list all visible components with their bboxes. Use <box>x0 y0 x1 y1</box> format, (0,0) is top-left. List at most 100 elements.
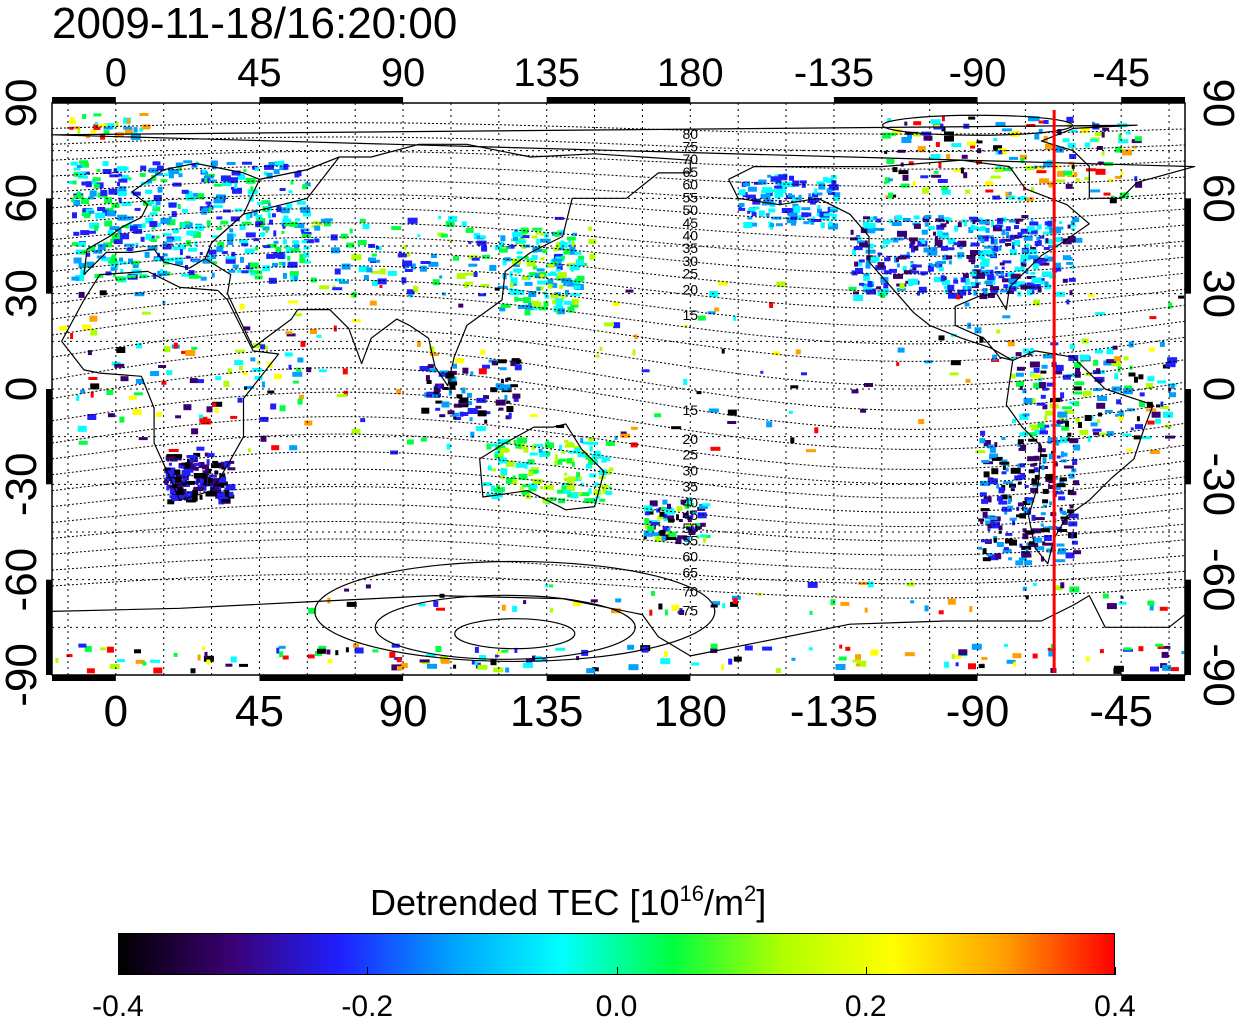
tec-patch <box>171 211 177 218</box>
tec-patch <box>408 293 412 297</box>
tec-patch <box>849 237 858 241</box>
tec-patch <box>533 443 544 447</box>
tec-patch <box>938 215 945 219</box>
tec-patch <box>253 210 258 217</box>
tec-patch <box>1007 498 1011 504</box>
tec-patch <box>522 276 529 280</box>
tec-patch <box>1015 220 1020 224</box>
tec-patch <box>1033 467 1039 473</box>
tec-patch <box>183 492 188 496</box>
tec-patch <box>702 503 711 507</box>
tec-patch <box>1032 653 1038 659</box>
tec-patch <box>1006 659 1016 664</box>
tec-patch <box>80 230 90 236</box>
tec-patch <box>224 491 229 497</box>
tec-patch <box>308 607 317 614</box>
tec-patch <box>996 542 1004 547</box>
tec-patch <box>1013 661 1017 667</box>
tec-patch <box>1023 235 1033 241</box>
tec-patch <box>107 210 116 217</box>
tec-patch <box>229 177 238 184</box>
tec-patch <box>1002 464 1006 471</box>
tec-patch <box>346 601 357 607</box>
tec-patch <box>412 285 416 291</box>
tec-patch <box>455 417 462 420</box>
tec-patch <box>263 171 267 176</box>
tec-patch <box>1026 226 1035 233</box>
tec-patch <box>1056 526 1063 530</box>
tec-patch <box>887 117 892 122</box>
tec-patch <box>259 416 269 422</box>
tec-patch <box>982 511 988 518</box>
tec-patch <box>453 363 457 369</box>
tec-patch <box>223 380 230 387</box>
tec-patch <box>897 256 907 260</box>
tec-patch <box>420 261 431 264</box>
tec-patch <box>326 649 331 655</box>
tec-patch <box>1159 606 1168 611</box>
tec-patch <box>157 222 161 227</box>
tec-patch <box>287 255 291 261</box>
tec-patch <box>920 271 929 275</box>
tec-patch <box>523 662 533 668</box>
tec-patch <box>550 607 554 613</box>
tec-patch <box>432 279 440 286</box>
tec-patch <box>190 668 196 674</box>
tec-patch <box>225 484 236 491</box>
tec-patch <box>996 456 1003 461</box>
tec-patch <box>573 601 582 607</box>
tec-patch <box>937 179 948 183</box>
tec-patch <box>501 649 509 653</box>
tec-patch <box>447 410 455 415</box>
tec-patch <box>566 458 572 464</box>
tec-patch <box>512 605 518 612</box>
tec-patch <box>142 124 151 130</box>
timestamp: 2009-11-18/16:20:00 <box>52 0 458 48</box>
tec-patch <box>1150 666 1159 672</box>
tec-patch <box>1021 506 1025 511</box>
tec-patch <box>417 234 421 238</box>
tec-patch <box>935 236 938 242</box>
tec-patch <box>166 370 173 376</box>
tec-patch <box>1163 411 1173 418</box>
tec-patch <box>1139 392 1145 397</box>
tec-patch <box>576 259 584 266</box>
tec-patch <box>1030 348 1034 354</box>
tec-patch <box>1098 412 1102 417</box>
tec-patch <box>947 217 952 222</box>
tec-patch <box>557 459 563 465</box>
tec-patch <box>257 360 261 365</box>
tec-patch <box>996 329 1001 334</box>
tec-patch <box>1010 273 1021 279</box>
tec-patch <box>1044 226 1052 230</box>
tec-patch <box>230 216 240 222</box>
tec-patch <box>426 391 435 398</box>
tec-patch <box>855 654 861 661</box>
tec-patch <box>851 389 859 394</box>
tec-patch <box>397 253 407 258</box>
tec-patch <box>599 346 603 351</box>
tec-patch <box>1095 312 1106 316</box>
tec-patch <box>467 408 478 414</box>
tec-patch <box>539 238 550 243</box>
tec-patch <box>420 437 427 442</box>
colorbar-tick-label: -0.4 <box>92 990 144 1023</box>
tec-patch <box>987 528 991 532</box>
tec-patch <box>888 178 893 182</box>
tec-patch <box>908 237 918 242</box>
tec-patch <box>1069 344 1075 350</box>
tec-patch <box>938 610 944 615</box>
tec-patch <box>1118 139 1129 144</box>
tec-patch <box>295 313 303 317</box>
coastline-asia <box>204 143 691 387</box>
tec-patch <box>513 264 520 267</box>
tec-patch <box>203 482 207 486</box>
tec-patch <box>402 260 413 267</box>
tec-patch <box>570 302 579 308</box>
tec-patch <box>186 459 192 465</box>
tec-patch <box>510 277 518 284</box>
tec-patch <box>1019 432 1029 437</box>
tec-patch <box>1118 410 1124 416</box>
tec-patch <box>559 444 562 451</box>
tec-patch <box>70 117 75 121</box>
